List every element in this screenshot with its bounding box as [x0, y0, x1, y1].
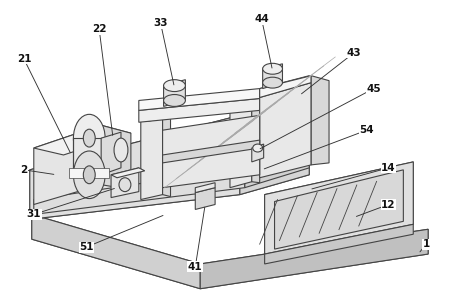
Polygon shape [69, 168, 109, 178]
Text: 41: 41 [188, 262, 202, 272]
Ellipse shape [262, 63, 282, 74]
Polygon shape [140, 112, 170, 121]
Text: 22: 22 [92, 24, 106, 34]
Polygon shape [264, 224, 412, 264]
Polygon shape [239, 115, 308, 194]
Ellipse shape [163, 80, 185, 92]
Polygon shape [259, 83, 311, 178]
Ellipse shape [163, 95, 185, 106]
Polygon shape [101, 132, 121, 175]
Text: 44: 44 [254, 14, 268, 24]
Polygon shape [259, 76, 308, 98]
Ellipse shape [73, 114, 105, 162]
Polygon shape [264, 162, 412, 254]
Ellipse shape [119, 178, 131, 192]
Polygon shape [162, 115, 259, 188]
Polygon shape [274, 170, 402, 249]
Text: 31: 31 [27, 209, 41, 220]
Ellipse shape [114, 138, 128, 162]
Polygon shape [32, 214, 200, 289]
Polygon shape [32, 214, 427, 289]
Text: 2: 2 [20, 165, 28, 175]
Polygon shape [259, 88, 308, 110]
Text: 21: 21 [17, 54, 31, 64]
Polygon shape [138, 88, 259, 110]
Polygon shape [262, 64, 282, 88]
Polygon shape [251, 98, 259, 183]
Polygon shape [162, 112, 170, 197]
Text: 1: 1 [422, 239, 429, 249]
Polygon shape [30, 115, 308, 219]
Text: 33: 33 [153, 18, 167, 28]
Ellipse shape [83, 166, 95, 184]
Text: 54: 54 [359, 125, 373, 135]
Polygon shape [259, 76, 311, 98]
Polygon shape [138, 98, 259, 122]
Ellipse shape [73, 151, 105, 198]
Polygon shape [34, 168, 244, 214]
Text: 45: 45 [365, 84, 380, 94]
Polygon shape [101, 125, 131, 190]
Polygon shape [230, 98, 259, 106]
Polygon shape [163, 80, 185, 106]
Polygon shape [162, 140, 259, 163]
Polygon shape [195, 183, 215, 193]
Polygon shape [34, 125, 101, 204]
Polygon shape [311, 76, 328, 165]
Ellipse shape [83, 129, 95, 147]
Polygon shape [140, 112, 162, 200]
Text: 14: 14 [380, 163, 395, 173]
Text: 51: 51 [79, 242, 93, 252]
Polygon shape [230, 98, 251, 188]
Text: 43: 43 [346, 48, 360, 58]
Text: 12: 12 [380, 200, 395, 210]
Polygon shape [251, 144, 263, 162]
Polygon shape [30, 115, 239, 219]
Polygon shape [195, 188, 215, 210]
Ellipse shape [262, 77, 282, 88]
Polygon shape [34, 125, 131, 155]
Polygon shape [111, 168, 138, 198]
Ellipse shape [252, 144, 262, 152]
Polygon shape [111, 168, 144, 178]
Polygon shape [264, 162, 412, 254]
Polygon shape [73, 138, 105, 175]
Polygon shape [200, 229, 427, 289]
Polygon shape [244, 150, 308, 188]
